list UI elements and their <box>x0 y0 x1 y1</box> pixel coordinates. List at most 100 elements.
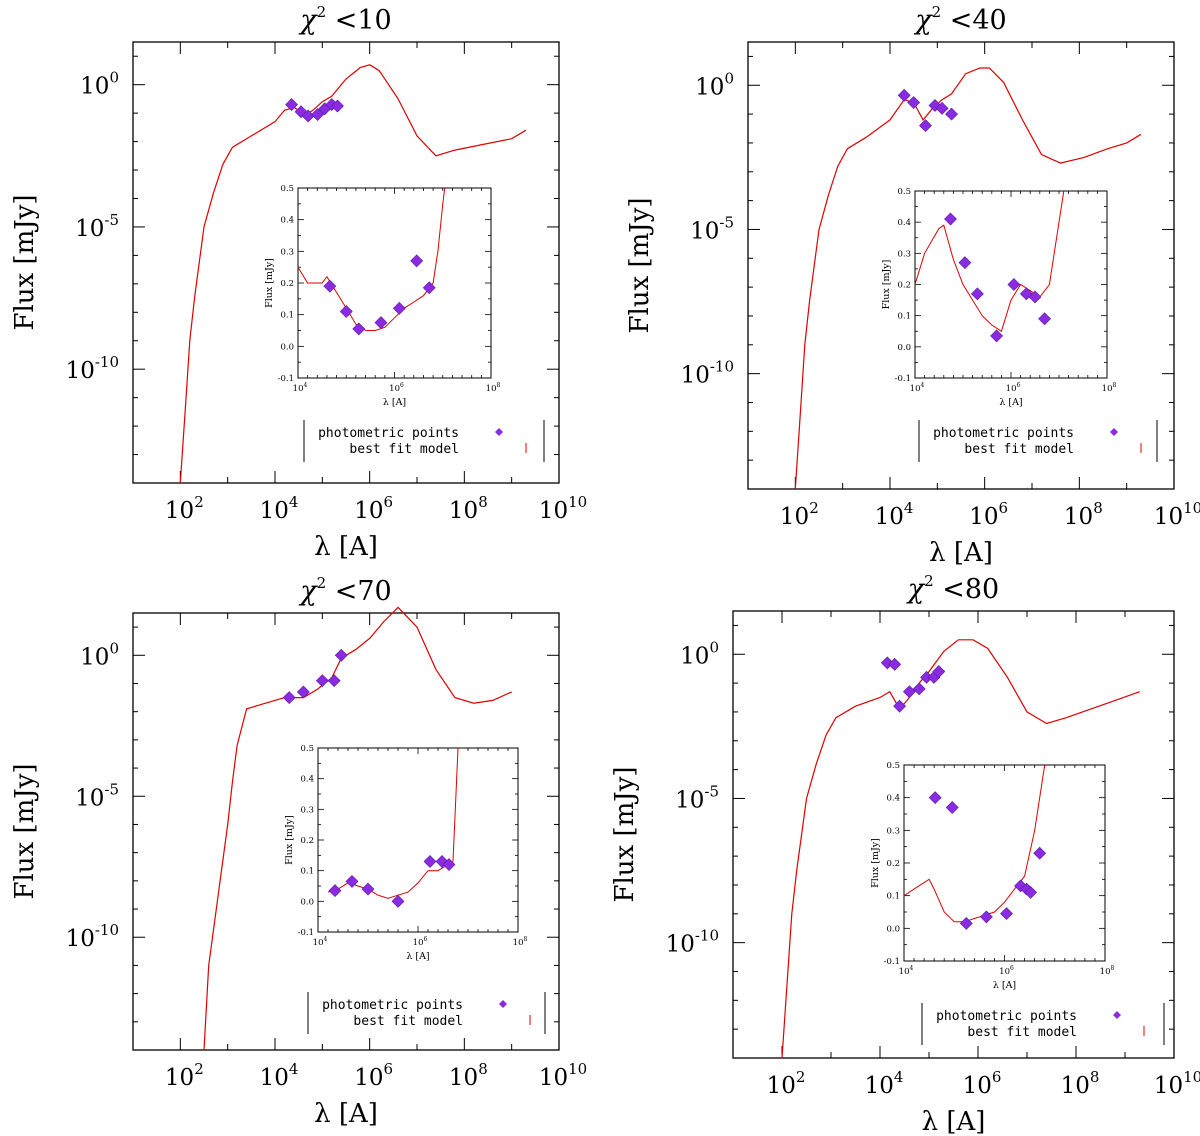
legend-point-marker <box>499 1000 507 1008</box>
inset-y-axis-label: Flux [mJy] <box>284 815 295 865</box>
x-axis-label: λ [A] <box>314 1099 378 1129</box>
legend-label-model: best fit model <box>353 1014 463 1029</box>
legend-label-points: photometric points <box>933 426 1074 441</box>
photometric-point <box>282 691 296 705</box>
photometric-point <box>945 107 958 121</box>
inset-photometric-point <box>391 894 405 908</box>
inset-y-tick-label: 0.4 <box>897 218 911 228</box>
inset-photometric-point <box>328 884 342 898</box>
inset-x-tick-label: 106 <box>1006 382 1021 394</box>
inset-photometric-point <box>945 801 959 814</box>
inset-photometric-point <box>352 322 366 336</box>
photometric-point <box>327 674 341 688</box>
inset-x-axis-label: λ [A] <box>999 397 1022 408</box>
inset-x-tick-label: 106 <box>999 965 1014 977</box>
y-axis-label: Flux [mJy] <box>10 194 40 330</box>
inset-photometric-point <box>970 287 984 301</box>
inset-y-tick-label: 0.1 <box>280 311 294 321</box>
inset-photometric-point <box>958 256 972 270</box>
x-tick-label: 102 <box>780 499 819 530</box>
inset-x-axis-label: λ [A] <box>993 980 1016 991</box>
inset-x-tick-label: 106 <box>413 936 428 948</box>
x-tick-label: 106 <box>354 1060 393 1091</box>
inset-y-tick-label: -0.1 <box>298 928 314 938</box>
y-axis-label: Flux [mJy] <box>625 197 655 333</box>
inset-y-tick-label: 0.0 <box>300 897 314 907</box>
legend-point-marker <box>495 428 503 436</box>
inset-photometric-point <box>323 279 337 293</box>
y-tick-label: 100 <box>80 639 119 670</box>
x-tick-label: 108 <box>1061 1068 1100 1099</box>
photometric-point <box>893 699 907 713</box>
inset-y-tick-label: 0.4 <box>886 794 900 804</box>
x-tick-label: 104 <box>260 1060 299 1091</box>
x-tick-label: 104 <box>260 493 299 524</box>
chart-panel-3: χ2 <70 102 104 106 108 1010 100 10-5 10-10 λ [A] F… <box>10 574 587 1129</box>
inset-plot: -0.1 0.0 0.1 0.2 0.3 0.4 0.5 104 106 108 λ [A] Flux… <box>870 761 1115 991</box>
y-axis-label: Flux [mJy] <box>10 763 40 899</box>
y-tick-label: 100 <box>80 69 119 100</box>
inset-y-tick-label: 0.2 <box>897 281 911 291</box>
y-tick-label: 10-5 <box>690 213 734 244</box>
inset-x-tick-label: 106 <box>389 382 404 394</box>
inset-x-tick-label: 104 <box>313 936 328 948</box>
inset-photometric-point <box>410 254 424 268</box>
x-tick-label: 102 <box>767 1068 806 1099</box>
inset-y-tick-label: 0.3 <box>886 826 900 836</box>
x-tick-label: 104 <box>865 1068 904 1099</box>
inset-photometric-point <box>990 329 1004 343</box>
photometric-point <box>897 88 911 102</box>
y-tick-label: 10-10 <box>681 358 734 389</box>
inset-photometric-point <box>979 910 993 924</box>
inset-plot: -0.1 0.0 0.1 0.2 0.3 0.4 0.5 104 106 108 λ [A] Flux… <box>284 744 528 962</box>
chart-panel-1: χ2 <10 102 104 106 108 1010 100 10-5 10-10 λ [A] F… <box>10 3 587 562</box>
inset-y-tick-label: 0.0 <box>280 342 294 352</box>
inset-y-tick-label: 0.0 <box>897 343 911 353</box>
x-tick-label: 106 <box>969 499 1008 530</box>
chart-title: χ2 <10 <box>298 3 391 36</box>
inset-model-curve <box>914 190 1065 333</box>
inset-photometric-point <box>959 917 973 930</box>
inset-photometric-point <box>442 858 456 871</box>
inset-y-tick-label: 0.4 <box>300 775 314 785</box>
photometric-point <box>935 101 949 115</box>
inset-photometric-point <box>392 301 406 315</box>
photometric-point <box>315 674 329 688</box>
inset-x-tick-label: 104 <box>899 965 914 977</box>
plot-frame <box>732 610 1175 1059</box>
inset-photometric-point <box>1033 846 1047 860</box>
photometric-point <box>912 682 926 696</box>
x-axis-label: λ [A] <box>922 1107 986 1136</box>
legend-label-points: photometric points <box>322 998 463 1013</box>
inset-x-axis-label: λ [A] <box>406 951 429 962</box>
inset-y-tick-label: 0.2 <box>886 859 900 869</box>
inset-x-tick-label: 108 <box>486 382 501 394</box>
inset-y-tick-label: -0.1 <box>278 374 294 384</box>
y-tick-label: 10-5 <box>675 782 719 813</box>
photometric-point <box>932 665 946 678</box>
legend-label-points: photometric points <box>936 1009 1077 1024</box>
inset-model-curve <box>297 187 446 331</box>
photometric-point <box>311 108 325 121</box>
plot-frame <box>132 41 560 484</box>
x-tick-label: 1010 <box>1154 1068 1200 1099</box>
inset-y-tick-label: 0.1 <box>897 312 911 322</box>
inset-y-tick-label: 0.5 <box>897 187 911 197</box>
inset-photometric-point <box>422 281 436 295</box>
inset-y-tick-label: 0.2 <box>280 279 294 289</box>
y-tick-label: 10-10 <box>666 927 719 958</box>
chart-panel-2: χ2 <40 102 104 106 108 1010 100 10-5 10-10 λ [A] F… <box>625 3 1200 568</box>
inset-frame <box>317 747 519 933</box>
chart-title: χ2 <40 <box>913 3 1006 36</box>
chart-title: χ2 <70 <box>298 574 391 607</box>
x-tick-label: 102 <box>165 493 204 524</box>
inset-photometric-point <box>374 316 388 330</box>
inset-photometric-point <box>1038 312 1052 326</box>
photometric-point <box>334 648 348 662</box>
legend-label-model: best fit model <box>964 442 1074 457</box>
